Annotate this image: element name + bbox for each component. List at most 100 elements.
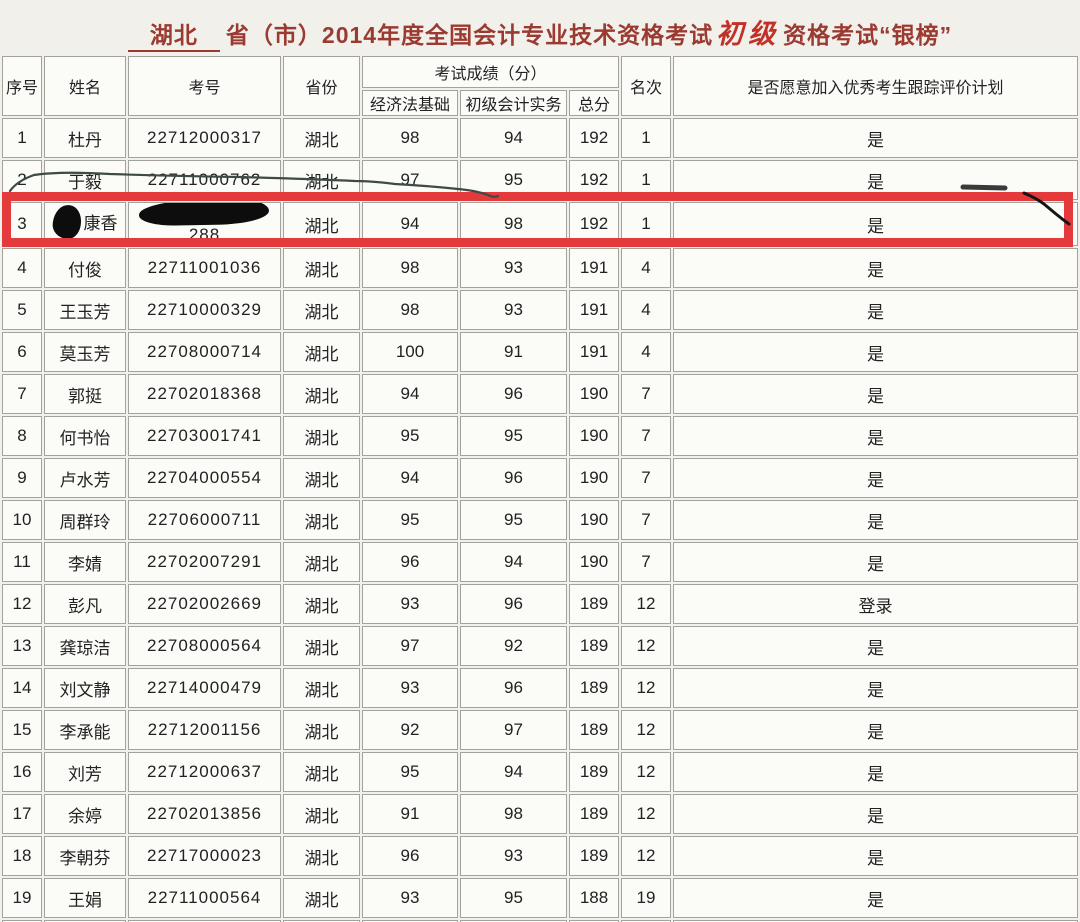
header-exam-no: 考号 [128,56,281,116]
province-cell: 湖北 [283,118,360,158]
row-no-cell: 8 [2,416,42,456]
score2-cell: 96 [460,668,567,708]
total-cell: 189 [569,584,619,624]
redaction-mark [138,203,269,227]
rank-cell: 4 [621,248,671,288]
score1-cell: 93 [362,584,458,624]
join-cell: 是 [673,752,1078,792]
score1-cell: 98 [362,118,458,158]
total-cell: 189 [569,794,619,834]
score1-cell: 92 [362,710,458,750]
total-cell: 192 [569,202,619,246]
table-row-partial [2,920,1078,922]
total-cell: 189 [569,626,619,666]
exam-no-cell: 22702013856 [128,794,281,834]
table-row: 1 杜丹 22712000317 湖北 98 94 192 1 是 [2,118,1078,158]
table-row: 14 刘文静 22714000479 湖北 93 96 189 12 是 [2,668,1078,708]
total-cell: 190 [569,500,619,540]
name-cell: 李承能 [44,710,126,750]
exam-no-cell: 22702007291 [128,542,281,582]
row-no-cell: 1 [2,118,42,158]
row-no-cell: 17 [2,794,42,834]
total-cell: 189 [569,752,619,792]
score1-cell: 94 [362,374,458,414]
row-no-cell: 7 [2,374,42,414]
table-row: 11 李婧 22702007291 湖北 96 94 190 7 是 [2,542,1078,582]
exam-no-cell: 22712000317 [128,118,281,158]
table-row: 2 于毅 22711000762 湖北 97 95 192 1 是 [2,160,1078,200]
name-cell: 郭挺 [44,374,126,414]
name-cell: 杜丹 [44,118,126,158]
rank-cell: 12 [621,836,671,876]
table-row: 13 龚琼洁 22708000564 湖北 97 92 189 12 是 [2,626,1078,666]
rank-cell: 12 [621,710,671,750]
score2-cell: 98 [460,794,567,834]
name-cell: 刘文静 [44,668,126,708]
province-cell: 湖北 [283,458,360,498]
name-cell: 龚琼洁 [44,626,126,666]
province-cell: 湖北 [283,248,360,288]
rank-cell: 4 [621,290,671,330]
table-row: 8 何书怡 22703001741 湖北 95 95 190 7 是 [2,416,1078,456]
empty-cell [283,920,360,922]
name-cell: 彭凡 [44,584,126,624]
exam-no-cell: 22712001156 [128,710,281,750]
name-cell: 王娟 [44,878,126,918]
score1-cell: 96 [362,836,458,876]
header-rank: 名次 [621,56,671,116]
empty-cell [362,920,458,922]
row-no-cell: 3 [2,202,42,246]
total-cell: 189 [569,836,619,876]
join-cell: 是 [673,542,1078,582]
row-no-cell: 13 [2,626,42,666]
table-row-highlighted: 3 康香 288 湖北 94 98 192 1 是 [2,202,1078,246]
table-row: 16 刘芳 22712000637 湖北 95 94 189 12 是 [2,752,1078,792]
exam-no-cell: 22706000711 [128,500,281,540]
province-cell: 湖北 [283,752,360,792]
header-score1: 经济法基础 [362,90,458,116]
row-no-cell: 16 [2,752,42,792]
exam-no-cell: 22711000762 [128,160,281,200]
table-row: 12 彭凡 22702002669 湖北 93 96 189 12 登录 [2,584,1078,624]
row-no-cell: 11 [2,542,42,582]
join-cell: 是 [673,710,1078,750]
join-cell: 是 [673,332,1078,372]
total-cell: 190 [569,416,619,456]
score1-cell: 97 [362,160,458,200]
exam-no-cell: 22714000479 [128,668,281,708]
score2-cell: 97 [460,710,567,750]
province-cell: 湖北 [283,542,360,582]
exam-no-cell: 22708000714 [128,332,281,372]
rank-cell: 12 [621,584,671,624]
name-cell: 余婷 [44,794,126,834]
province-cell: 湖北 [283,290,360,330]
empty-cell [2,920,42,922]
score1-cell: 91 [362,794,458,834]
exam-no-cell: 22717000023 [128,836,281,876]
header-total: 总分 [569,90,619,116]
name-cell: 何书怡 [44,416,126,456]
exam-no-cell: 22708000564 [128,626,281,666]
join-cell: 是 [673,668,1078,708]
rank-cell: 19 [621,878,671,918]
rank-cell: 7 [621,500,671,540]
exam-no-cell: 22712000637 [128,752,281,792]
score2-cell: 98 [460,202,567,246]
join-cell: 是 [673,458,1078,498]
province-cell: 湖北 [283,836,360,876]
name-cell: 付俊 [44,248,126,288]
exam-no-cell: 22702018368 [128,374,281,414]
score2-cell: 95 [460,500,567,540]
table-row: 7 郭挺 22702018368 湖北 94 96 190 7 是 [2,374,1078,414]
empty-cell [621,920,671,922]
join-cell: 是 [673,416,1078,456]
title-text-2: 资格考试“银榜” [783,22,953,48]
rank-cell: 4 [621,332,671,372]
empty-cell [673,920,1078,922]
total-cell: 189 [569,668,619,708]
name-cell: 于毅 [44,160,126,200]
exam-no-cell: 22711000564 [128,878,281,918]
join-cell: 是 [673,794,1078,834]
row-no-cell: 19 [2,878,42,918]
total-cell: 191 [569,290,619,330]
